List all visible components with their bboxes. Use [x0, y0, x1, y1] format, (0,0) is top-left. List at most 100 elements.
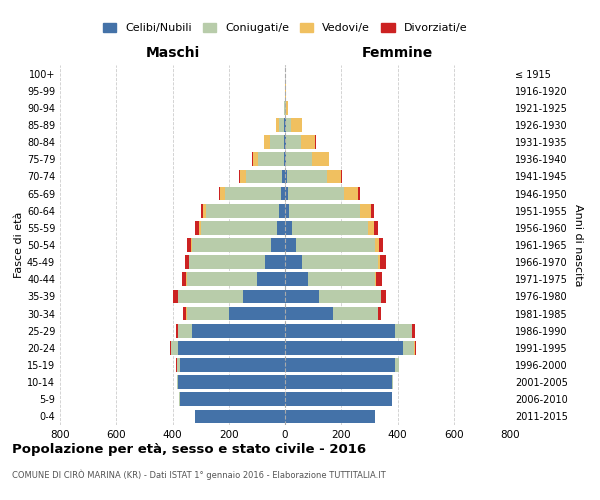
Bar — [380, 256, 386, 269]
Bar — [182, 272, 186, 286]
Bar — [171, 341, 178, 354]
Bar — [279, 118, 284, 132]
Bar — [195, 410, 285, 424]
Bar — [284, 101, 285, 114]
Bar — [319, 290, 380, 304]
Bar — [282, 170, 285, 183]
Bar — [179, 392, 285, 406]
Bar — [285, 272, 308, 286]
Bar — [289, 204, 359, 218]
Bar — [285, 256, 302, 269]
Bar — [358, 186, 359, 200]
Bar — [375, 272, 376, 286]
Bar — [245, 170, 282, 183]
Bar — [258, 152, 284, 166]
Bar — [199, 221, 200, 234]
Text: Popolazione per età, sesso e stato civile - 2016: Popolazione per età, sesso e stato civil… — [12, 442, 366, 456]
Bar — [285, 186, 288, 200]
Bar — [301, 136, 316, 149]
Bar — [239, 170, 240, 183]
Bar — [176, 324, 178, 338]
Bar — [281, 186, 285, 200]
Bar — [183, 306, 186, 320]
Bar — [206, 204, 280, 218]
Bar — [200, 221, 277, 234]
Bar — [220, 186, 224, 200]
Bar — [224, 186, 281, 200]
Bar — [191, 238, 192, 252]
Bar — [200, 204, 203, 218]
Bar — [285, 341, 403, 354]
Bar — [177, 358, 179, 372]
Bar — [240, 170, 245, 183]
Bar — [312, 152, 329, 166]
Bar — [288, 186, 344, 200]
Bar — [376, 272, 382, 286]
Bar — [179, 358, 285, 372]
Bar — [415, 341, 416, 354]
Bar — [285, 136, 286, 149]
Bar — [192, 238, 271, 252]
Bar — [292, 221, 368, 234]
Bar — [285, 238, 296, 252]
Bar — [287, 170, 326, 183]
Bar — [395, 324, 412, 338]
Bar — [195, 221, 199, 234]
Bar — [291, 118, 302, 132]
Bar — [395, 358, 399, 372]
Bar — [371, 204, 374, 218]
Bar — [379, 238, 383, 252]
Bar — [285, 101, 286, 114]
Bar — [285, 204, 289, 218]
Bar — [185, 256, 189, 269]
Text: COMUNE DI CIRÒ MARINA (KR) - Dati ISTAT 1° gennaio 2016 - Elaborazione TUTTITALI: COMUNE DI CIRÒ MARINA (KR) - Dati ISTAT … — [12, 470, 386, 480]
Bar — [374, 221, 378, 234]
Bar — [178, 376, 285, 389]
Bar — [277, 221, 285, 234]
Y-axis label: Fasce di età: Fasce di età — [14, 212, 24, 278]
Bar — [285, 290, 319, 304]
Bar — [403, 341, 415, 354]
Bar — [257, 272, 285, 286]
Bar — [379, 306, 381, 320]
Bar — [285, 170, 287, 183]
Bar — [270, 136, 284, 149]
Text: Femmine: Femmine — [362, 46, 433, 60]
Bar — [190, 256, 265, 269]
Y-axis label: Anni di nascita: Anni di nascita — [573, 204, 583, 286]
Bar — [378, 256, 380, 269]
Bar — [178, 290, 243, 304]
Bar — [333, 306, 378, 320]
Bar — [285, 152, 286, 166]
Bar — [392, 376, 393, 389]
Bar — [285, 392, 392, 406]
Bar — [302, 256, 378, 269]
Bar — [285, 376, 392, 389]
Bar — [265, 256, 285, 269]
Bar — [285, 410, 375, 424]
Bar — [326, 170, 341, 183]
Bar — [178, 324, 192, 338]
Bar — [187, 272, 257, 286]
Bar — [285, 324, 395, 338]
Legend: Celibi/Nubili, Coniugati/e, Vedovi/e, Divorziati/e: Celibi/Nubili, Coniugati/e, Vedovi/e, Di… — [98, 18, 472, 38]
Bar — [280, 204, 285, 218]
Bar — [380, 290, 382, 304]
Bar — [253, 152, 258, 166]
Bar — [368, 221, 374, 234]
Bar — [285, 306, 333, 320]
Bar — [219, 186, 220, 200]
Bar — [375, 238, 379, 252]
Bar — [285, 358, 395, 372]
Bar — [359, 204, 371, 218]
Bar — [243, 290, 285, 304]
Bar — [285, 221, 292, 234]
Bar — [276, 118, 279, 132]
Bar — [344, 186, 358, 200]
Bar — [187, 306, 229, 320]
Bar — [286, 136, 301, 149]
Bar — [286, 101, 289, 114]
Bar — [177, 376, 178, 389]
Bar — [286, 152, 312, 166]
Text: Maschi: Maschi — [145, 46, 200, 60]
